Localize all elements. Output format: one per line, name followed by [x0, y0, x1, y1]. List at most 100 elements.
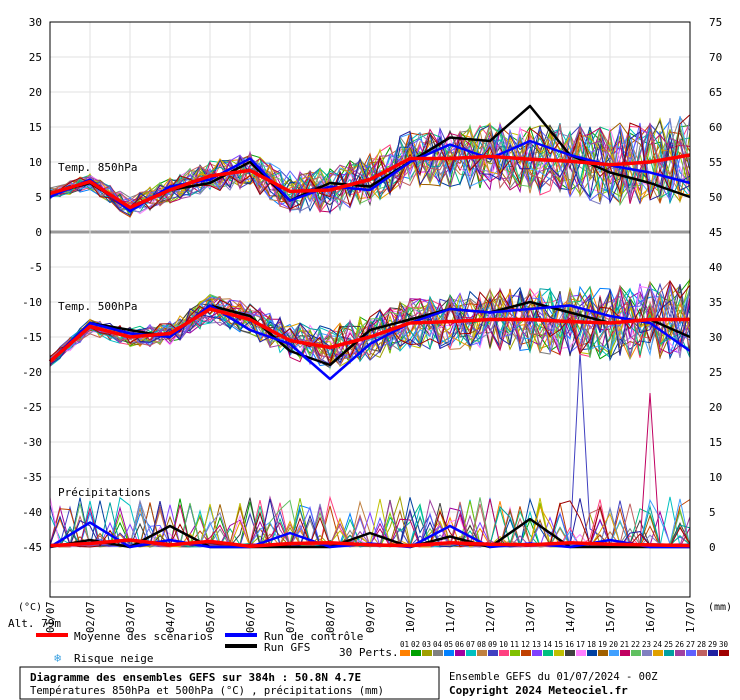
x-tick-label: 14/07 — [565, 601, 577, 633]
pert-number: 03 — [422, 640, 431, 649]
y-tick-label-right: 10 — [709, 471, 722, 484]
y-tick-label-left: -15 — [22, 331, 42, 344]
pert-number: 09 — [488, 640, 497, 649]
x-tick-label: 13/07 — [525, 601, 537, 633]
y-tick-label-right: 70 — [709, 51, 722, 64]
y-tick-label-left: 25 — [29, 51, 42, 64]
units-right: (mm) — [708, 602, 732, 613]
pert-number: 20 — [609, 640, 619, 649]
y-tick-label-right: 40 — [709, 261, 722, 274]
ensemble-line-850 — [49, 125, 691, 216]
y-tick-label-left: 20 — [29, 86, 42, 99]
pert-swatch — [587, 650, 597, 656]
x-tick-label: 07/07 — [285, 601, 297, 633]
pert-swatch — [455, 650, 465, 656]
x-tick-label: 04/07 — [165, 601, 177, 633]
pert-swatch — [422, 650, 432, 656]
pert-swatch — [532, 650, 542, 656]
y-tick-label-left: -35 — [22, 471, 42, 484]
ensemble-line-500 — [49, 279, 691, 366]
pert-number: 13 — [532, 640, 541, 649]
pert-swatch — [554, 650, 564, 656]
y-tick-label-left: 0 — [35, 226, 42, 239]
x-tick-label: 15/07 — [605, 601, 617, 633]
y-tick-label-right: 35 — [709, 296, 722, 309]
pert-swatch — [433, 650, 443, 656]
y-tick-label-left: -45 — [22, 541, 42, 554]
y-tick-label-left: 30 — [29, 16, 42, 29]
pert-number: 16 — [565, 640, 575, 649]
y-tick-label-left: -10 — [22, 296, 42, 309]
ensemble-line-500 — [49, 288, 691, 363]
pert-number: 29 — [708, 640, 717, 649]
altitude-label: Alt. 79m — [8, 617, 61, 630]
pert-swatch — [620, 650, 630, 656]
y-tick-label-right: 65 — [709, 86, 722, 99]
y-tick-label-left: 5 — [35, 191, 42, 204]
x-tick-label: 10/07 — [405, 601, 417, 633]
legend-mean: Moyenne des scénarios — [74, 630, 213, 643]
pert-number: 19 — [598, 640, 607, 649]
series-mean-500 — [48, 307, 690, 363]
pert-swatch — [444, 650, 454, 656]
perturbation-legend: 01 02 03 04 05 06 07 08 09 10 11 12 13 14 15 16 17 18 19 20… — [400, 640, 729, 656]
footer-title: Diagramme des ensembles GEFS sur 384h : … — [30, 671, 361, 684]
pert-swatch — [719, 650, 729, 656]
pert-swatch — [510, 650, 520, 656]
y-tick-label-right: 25 — [709, 366, 722, 379]
pert-swatch — [400, 650, 410, 656]
pert-number: 17 — [576, 640, 585, 649]
pert-number: 12 — [521, 640, 530, 649]
units-left: (°C) — [18, 602, 42, 613]
pert-swatch — [697, 650, 707, 656]
pert-number: 21 — [620, 640, 629, 649]
y-tick-label-right: 55 — [709, 156, 722, 169]
x-tick-label: 03/07 — [125, 601, 137, 633]
pert-number: 26 — [675, 640, 685, 649]
y-tick-label-left: -30 — [22, 436, 42, 449]
y-tick-label-right: 45 — [709, 226, 722, 239]
pert-number: 07 — [466, 640, 475, 649]
x-tick-label: 05/07 — [205, 601, 217, 633]
pert-number: 28 — [697, 640, 707, 649]
series-gfs-precip — [49, 517, 690, 549]
ensemble-line-500 — [49, 286, 691, 367]
pert-number: 24 — [653, 640, 663, 649]
legend-swatch-mean — [36, 633, 68, 637]
x-tick-label: 17/07 — [685, 601, 697, 633]
pert-number: 22 — [631, 640, 640, 649]
pert-number: 15 — [554, 640, 563, 649]
panel-title-850: Temp. 850hPa — [58, 161, 137, 174]
pert-number: 02 — [411, 640, 420, 649]
pert-number: 06 — [455, 640, 465, 649]
pert-swatch — [576, 650, 586, 656]
x-tick-label: 01/07 — [45, 601, 57, 633]
snowflake-icon: ❄ — [54, 651, 61, 665]
pert-swatch — [631, 650, 641, 656]
y-tick-label-left: 10 — [29, 156, 42, 169]
pert-number: 08 — [477, 640, 487, 649]
panel-title-500: Temp. 500hPa — [58, 300, 137, 313]
pert-swatch — [543, 650, 553, 656]
pert-swatch — [488, 650, 498, 656]
pert-swatch — [675, 650, 685, 656]
x-tick-label: 08/07 — [325, 601, 337, 633]
legend-gfs: Run GFS — [264, 641, 310, 654]
series-mean-precip — [49, 538, 691, 549]
pert-number: 30 — [719, 640, 729, 649]
y-tick-label-right: 15 — [709, 436, 722, 449]
x-tick-label: 12/07 — [485, 601, 497, 633]
y-tick-label-right: 20 — [709, 401, 722, 414]
main-series — [48, 104, 691, 549]
ensemble-line-850 — [49, 114, 691, 210]
y-tick-label-right: 75 — [709, 16, 722, 29]
x-tick-label: 06/07 — [245, 601, 257, 633]
footer-box — [19, 666, 440, 700]
ensemble-line-500 — [49, 282, 691, 360]
pert-swatch — [499, 650, 509, 656]
pert-number: 23 — [642, 640, 651, 649]
ensemble-line-850 — [49, 127, 691, 215]
y-tick-label-right: 30 — [709, 331, 722, 344]
pert-swatch — [708, 650, 718, 656]
